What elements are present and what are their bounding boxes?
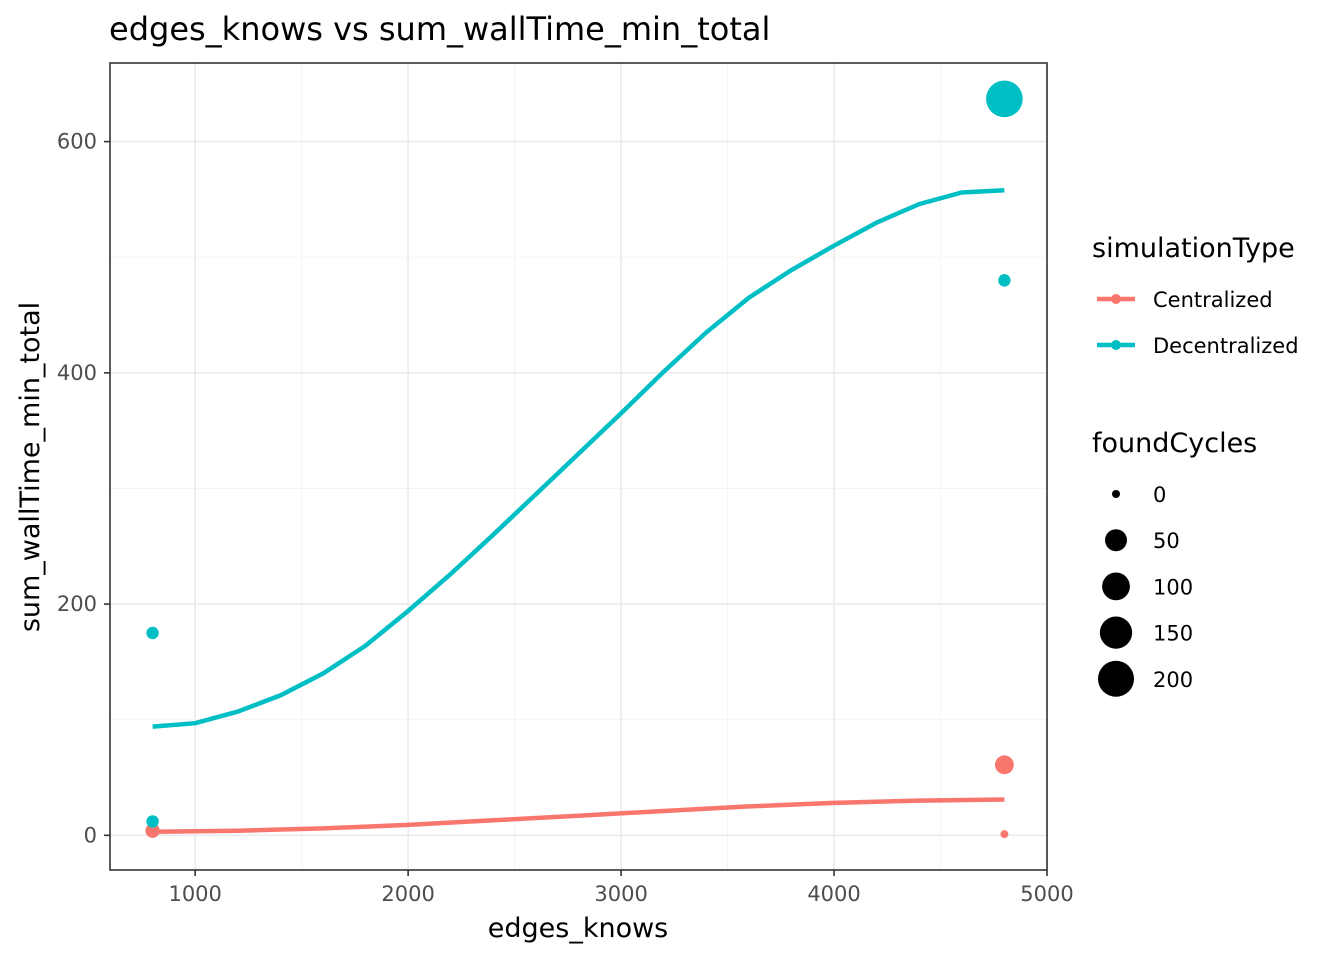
- legend-key-point: [1111, 340, 1121, 350]
- legend-color-title: simulationType: [1092, 233, 1295, 264]
- data-point-decentralized: [998, 274, 1011, 287]
- data-point-decentralized: [146, 815, 159, 828]
- x-tick-label: 2000: [381, 882, 434, 906]
- y-tick-label: 600: [57, 130, 97, 154]
- y-axis-title: sum_wallTime_min_total: [15, 302, 46, 632]
- legend-size-point: [1102, 572, 1130, 601]
- data-point-centralized: [145, 823, 160, 838]
- data-point-centralized: [1000, 830, 1009, 839]
- legend-size-label: 200: [1153, 668, 1193, 692]
- plot-panel: [109, 62, 1048, 871]
- legend-size-point: [1105, 529, 1127, 552]
- x-tick-label: 4000: [807, 882, 860, 906]
- x-axis-title: edges_knows: [488, 913, 668, 944]
- trend-lines: [152, 187, 1005, 835]
- legend: simulationType CentralizedDecentralized …: [1092, 233, 1299, 697]
- panel-background: [110, 63, 1047, 870]
- legend-size-entries: 0 50 100 150 200: [1098, 483, 1193, 697]
- legend-size-point: [1099, 616, 1133, 649]
- legend-key-point: [1111, 294, 1121, 304]
- legend-label: Decentralized: [1153, 334, 1299, 358]
- y-axis-ticks: 0 200 400 600: [57, 130, 110, 847]
- legend-size-label: 150: [1153, 622, 1193, 646]
- legend-size-title: foundCycles: [1092, 428, 1257, 459]
- y-tick-label: 0: [84, 823, 97, 847]
- trend-line-centralized: [152, 797, 1005, 835]
- x-tick-label: 5000: [1020, 882, 1073, 906]
- panel-border: [109, 62, 1048, 871]
- chart-title: edges_knows vs sum_wallTime_min_total: [109, 10, 770, 48]
- data-point-centralized: [994, 755, 1014, 775]
- y-tick-label: 400: [57, 361, 97, 385]
- legend-label: Centralized: [1153, 288, 1273, 312]
- data-point-decentralized: [986, 80, 1023, 118]
- x-axis-ticks: 1000 2000 3000 4000 5000: [168, 870, 1074, 906]
- data-points: [145, 80, 1023, 839]
- legend-size-label: 50: [1153, 529, 1180, 553]
- legend-color-entries: Centralized Decentralized: [1097, 288, 1299, 358]
- x-tick-label: 1000: [168, 882, 221, 906]
- y-tick-label: 200: [57, 592, 97, 616]
- legend-size-point: [1098, 660, 1134, 697]
- legend-size-point: [1112, 490, 1120, 498]
- legend-size-label: 100: [1153, 575, 1193, 599]
- legend-size-label: 0: [1153, 483, 1166, 507]
- data-point-decentralized: [146, 626, 159, 640]
- trend-line-decentralized: [152, 187, 1005, 729]
- x-tick-label: 3000: [594, 882, 647, 906]
